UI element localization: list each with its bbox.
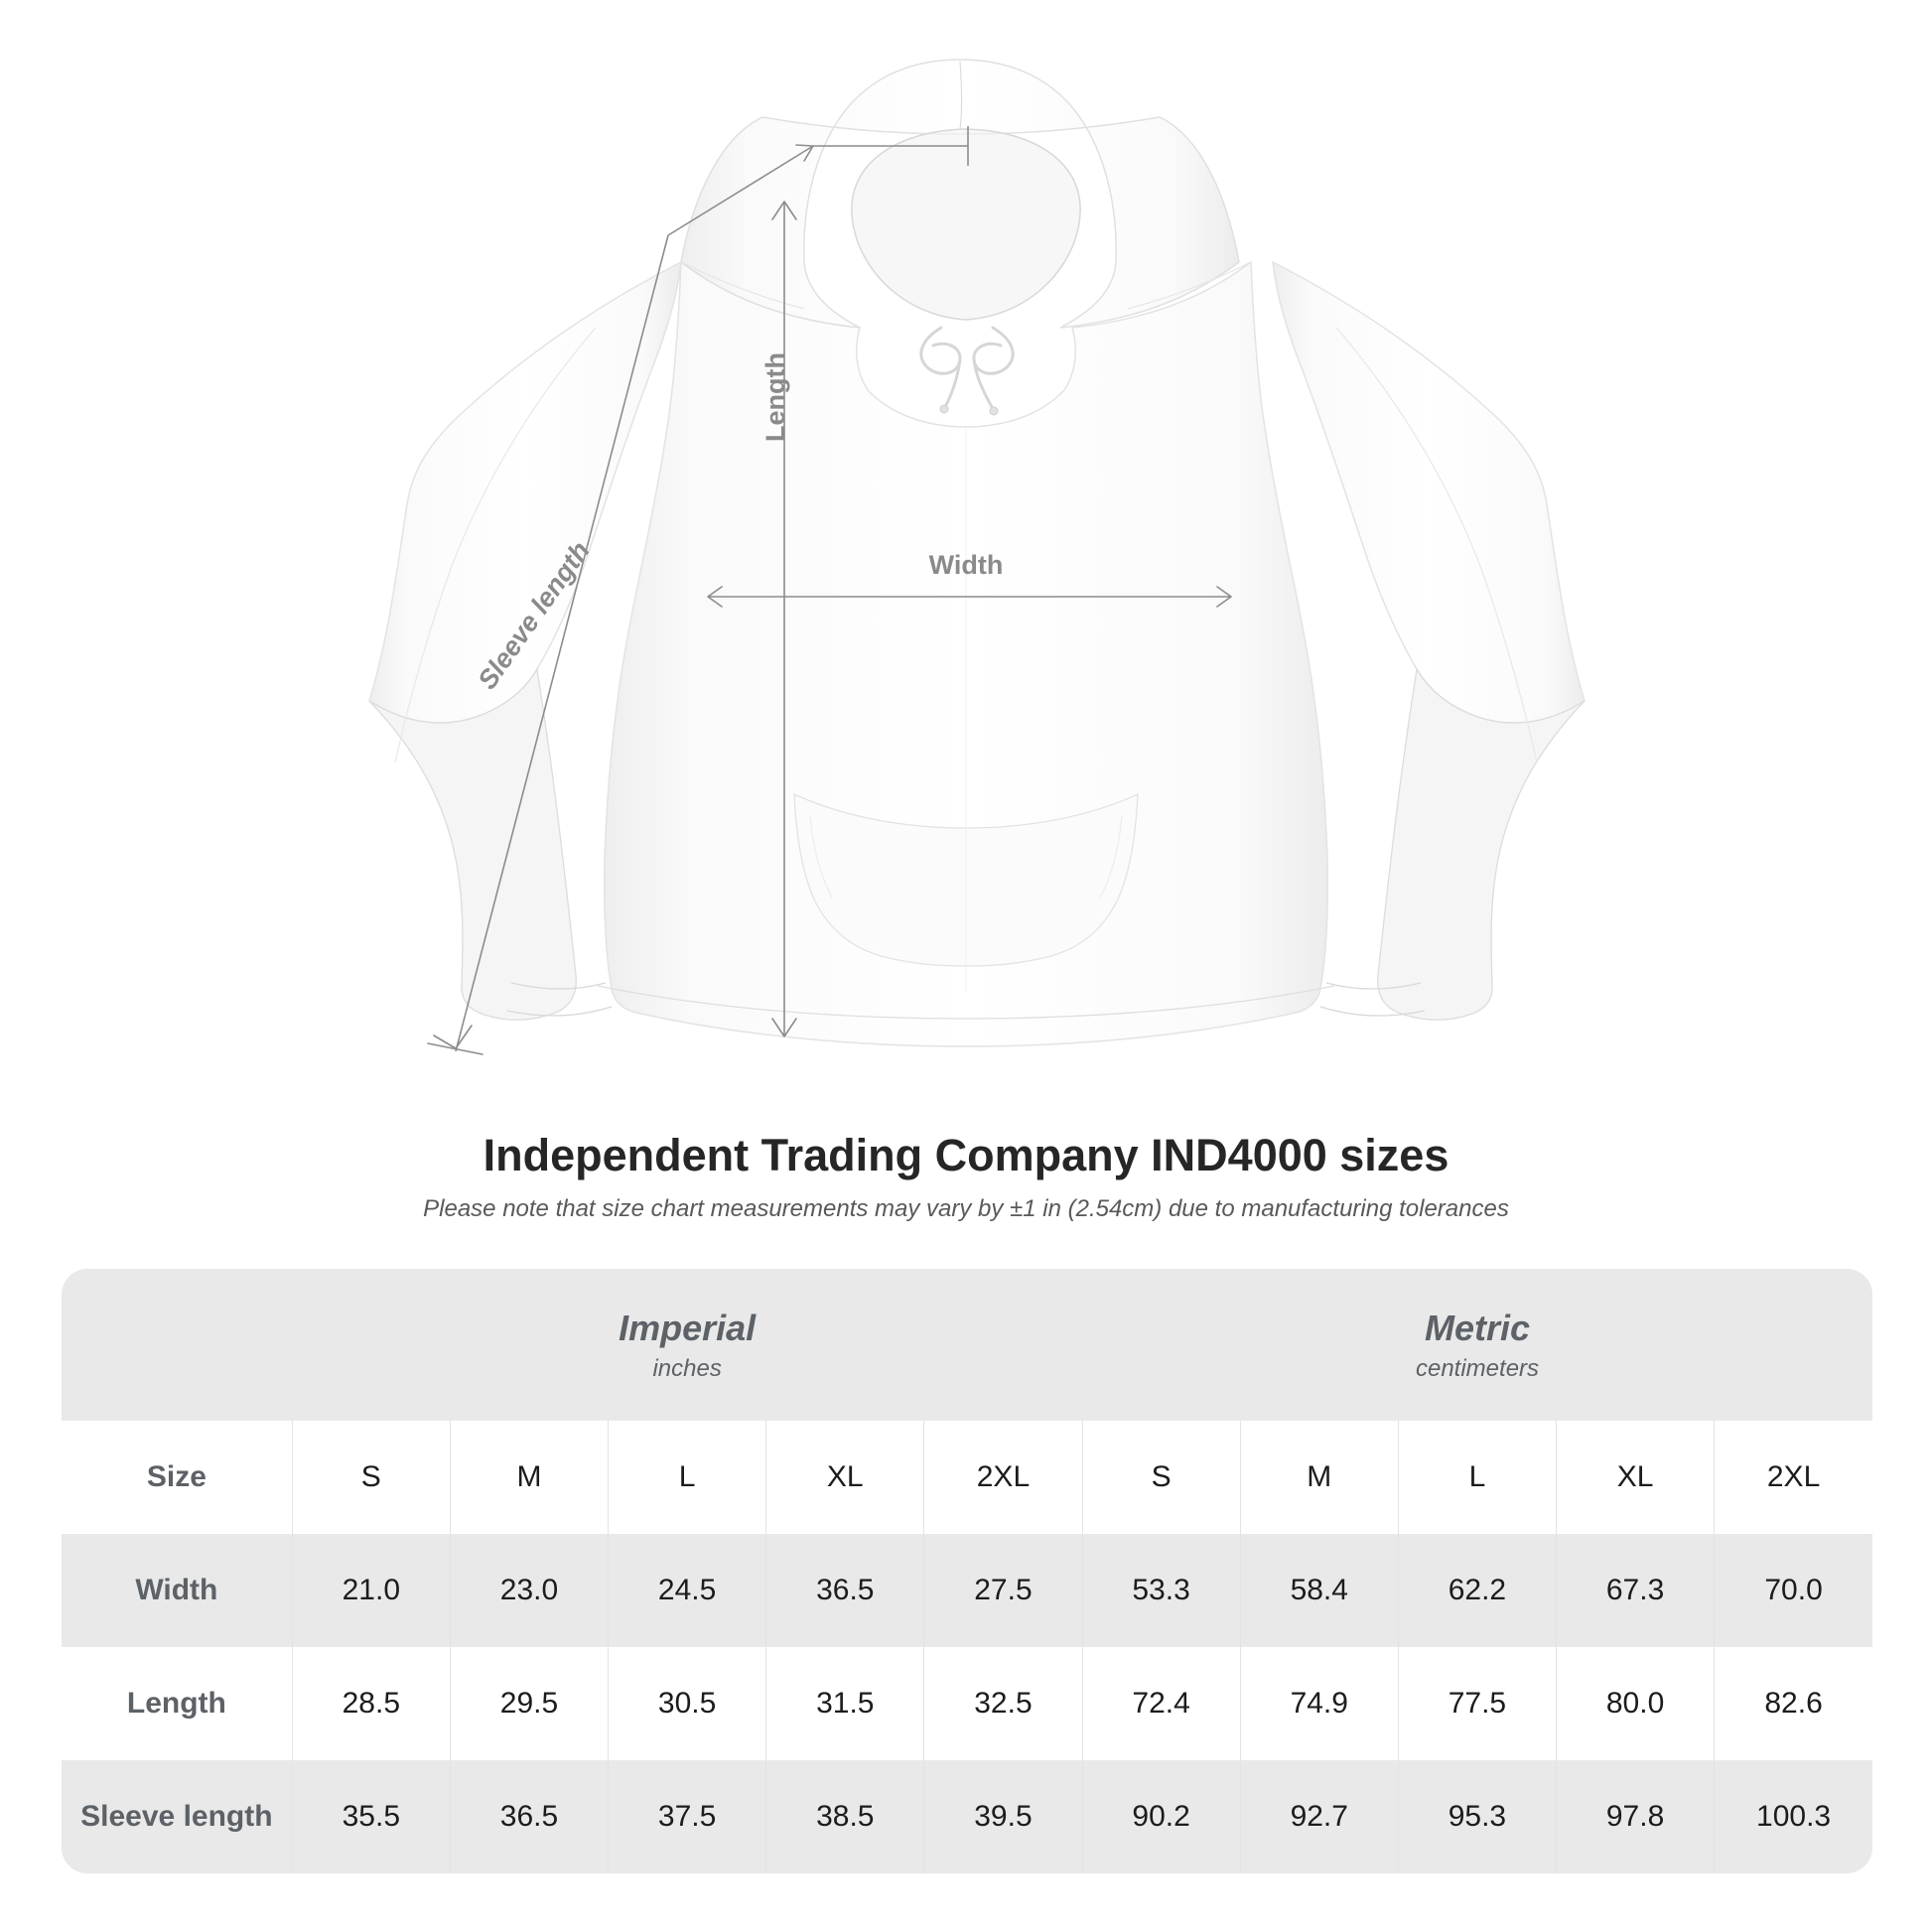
svg-text:Length: Length: [760, 352, 790, 442]
svg-text:Sleeve length: Sleeve length: [472, 536, 595, 695]
svg-text:Width: Width: [929, 550, 1004, 580]
